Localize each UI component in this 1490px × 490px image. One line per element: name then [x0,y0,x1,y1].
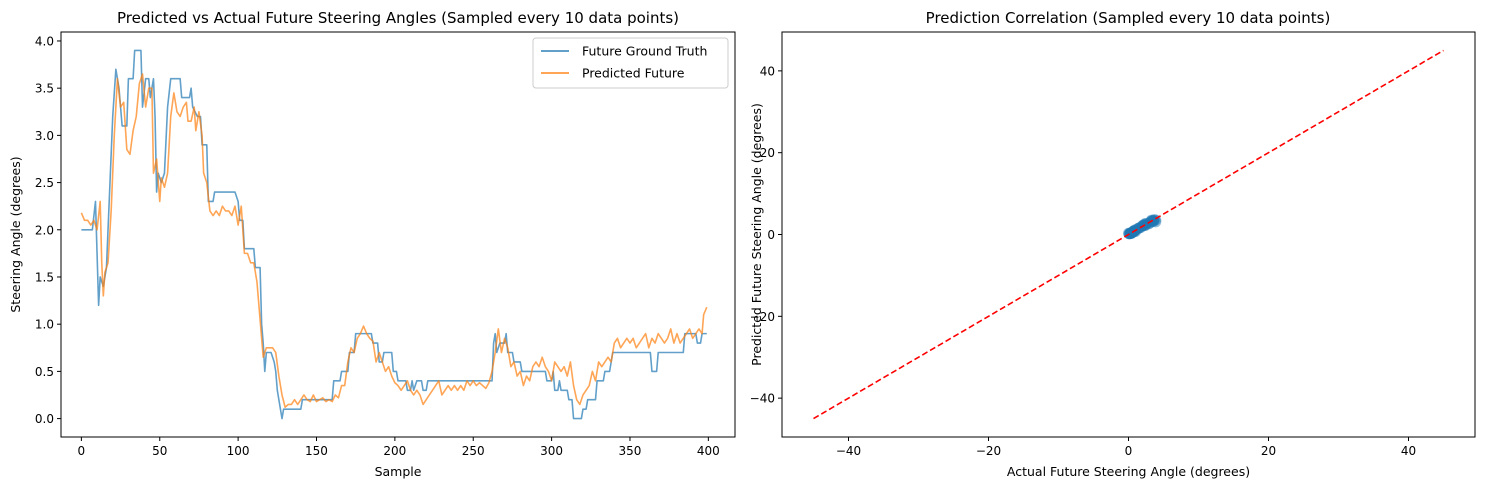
y-tick-label: 2.0 [35,223,54,237]
x-tick-label: 100 [227,444,250,458]
y-tick-label: 20 [760,146,775,160]
y-tick-label: 0 [767,228,775,242]
y-tick-label: 0.0 [35,412,54,426]
scatter-chart-panel: Prediction Correlation (Sampled every 10… [749,9,1476,479]
x-tick-label: 0 [78,444,86,458]
scatter-point [1125,227,1137,239]
y-tick-label: 1.0 [35,318,54,332]
scatter-point [1144,217,1156,229]
x-tick-label: 0 [1125,444,1133,458]
y-tick-label: 2.5 [35,176,54,190]
x-tick-label: 250 [462,444,485,458]
line-chart-series [80,49,708,420]
x-tick-label: 40 [1401,444,1416,458]
y-tick-label: −40 [750,392,775,406]
scatter-point [1150,216,1162,228]
scatter-chart-xlabel: Actual Future Steering Angle (degrees) [1007,464,1250,479]
y-tick-label: 3.5 [35,82,54,96]
x-tick-label: 20 [1261,444,1276,458]
line-chart-xlabel: Sample [375,464,422,479]
scatter-point [1134,222,1146,234]
line-chart-title: Predicted vs Actual Future Steering Angl… [117,9,679,27]
x-tick-label: 200 [383,444,406,458]
line-chart-panel: Predicted vs Actual Future Steering Angl… [8,9,736,479]
scatter-point [1124,227,1136,239]
scatter-point [1126,226,1138,238]
scatter-point [1126,227,1138,239]
scatter-point [1130,226,1141,238]
y-tick-label: 40 [760,64,775,78]
line-chart-axes-frame [60,31,736,438]
reference-diagonal-line [813,49,1444,420]
y-tick-label: 4.0 [35,34,54,48]
legend-label-predicted: Predicted Future [582,66,685,81]
x-tick-label: −40 [836,444,861,458]
x-tick-label: −20 [976,444,1001,458]
x-tick-label: 50 [152,444,167,458]
line-chart-ticks: 0 50 100 150 200 250 300 350 400 0.0 0.5 1.0 1.5 2.0 2… [35,34,720,458]
legend-box [532,37,729,89]
y-tick-label: 0.5 [35,365,54,379]
x-tick-label: 400 [697,444,720,458]
scatter-chart-axes-frame [781,31,1476,438]
y-tick-label: 3.0 [35,129,54,143]
predicted-line [80,73,708,409]
line-chart-ylabel: Steering Angle (degrees) [8,156,23,312]
legend-label-ground-truth: Future Ground Truth [582,44,707,59]
x-tick-label: 350 [619,444,642,458]
x-tick-label: 300 [540,444,563,458]
scatter-chart-ticks: −40 −20 0 20 40 −40 −20 0 20 40 [750,64,1416,458]
scatter-point [1125,227,1137,239]
y-tick-label: 1.5 [35,270,54,284]
x-tick-label: 150 [305,444,328,458]
scatter-chart-ylabel: Predicted Future Steering Angle (degrees… [749,103,764,366]
scatter-chart-title: Prediction Correlation (Sampled every 10… [926,9,1331,27]
scatter-point [1124,228,1136,240]
line-chart-legend: Future Ground Truth Predicted Future [532,37,729,89]
y-tick-label: −20 [750,310,775,324]
